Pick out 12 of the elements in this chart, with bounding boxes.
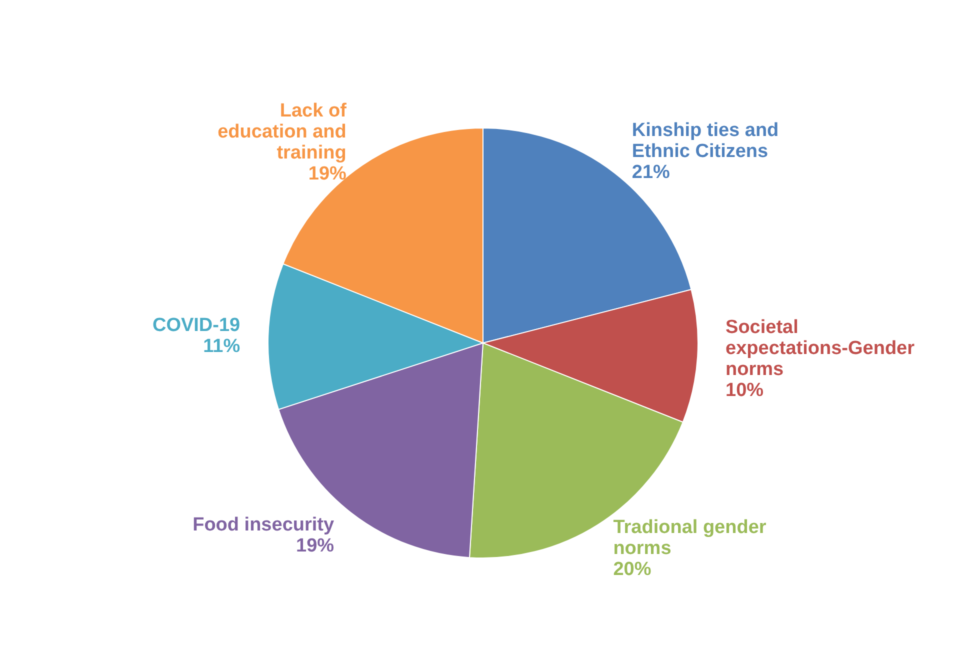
slice-label: COVID-19: [152, 314, 240, 336]
slice-label: Societal expectations-Gender norms: [726, 316, 916, 380]
slice-label: Food insecurity: [192, 514, 334, 536]
data-label: 10%: [726, 379, 764, 400]
data-label: 11%: [203, 335, 240, 356]
slice-label: Lack of education and training: [218, 100, 348, 164]
data-label: 19%: [296, 535, 334, 556]
slice-label: Tradional gender norms: [613, 516, 767, 559]
data-label: 20%: [613, 558, 652, 580]
slice-label: Kinship ties and Ethnic Citizens: [632, 119, 779, 162]
data-label: 19%: [308, 163, 347, 184]
data-label: 21%: [632, 161, 670, 182]
